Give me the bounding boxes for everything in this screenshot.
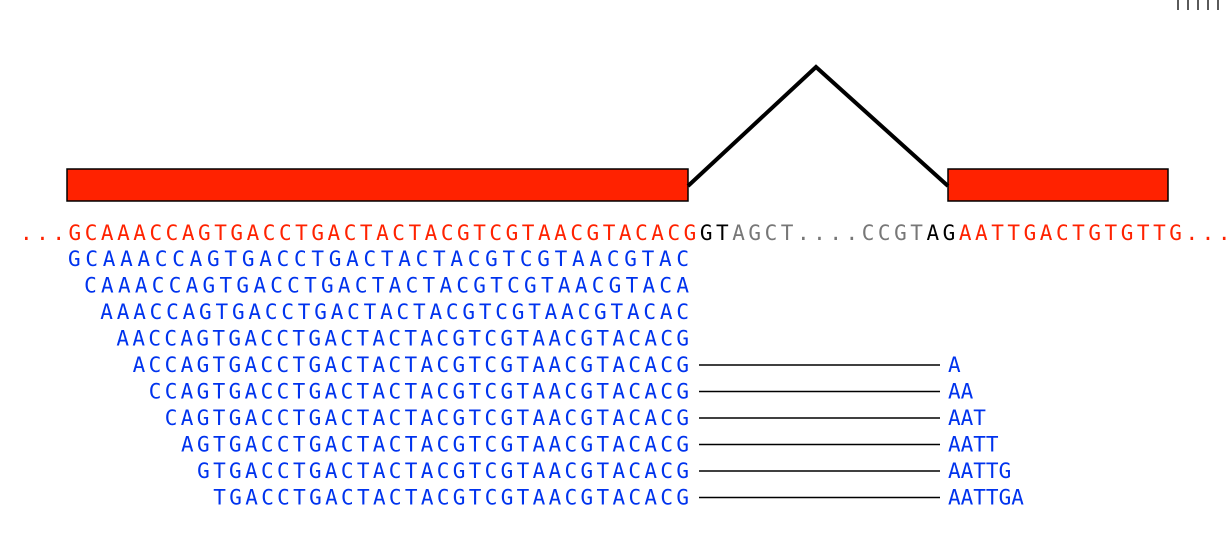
read-left-sequence: CAGTGACCTGACTACTACGTCGTAACGTACACG xyxy=(165,406,689,430)
read-left-sequence: AACCAGTGACCTGACTACTACGTCGTAACGTACACG xyxy=(116,327,689,351)
reference-segment-intron: AGCT....CCGT xyxy=(732,221,923,245)
reference-segment-splice: AG xyxy=(926,221,955,245)
intron-line xyxy=(686,64,950,188)
reference-segment-exon: ... xyxy=(1185,221,1230,245)
read-right-sequence: AATTGA xyxy=(948,486,1024,510)
read-right-sequence: AAT xyxy=(948,406,986,430)
read-left-sequence: AGTGACCTGACTACTACGTCGTAACGTACACG xyxy=(181,433,689,457)
read-left-sequence: GCAAACCAGTGACCTGACTACTACGTCGTAACGTAC xyxy=(68,247,689,271)
read-left-sequence: CCAGTGACCTGACTACTACGTCGTAACGTACACG xyxy=(149,380,689,404)
exon-2-box xyxy=(947,168,1169,202)
reference-segment-exon: GCAAACCAGTGACCTGACTACTACGTCGTAACGTACACG xyxy=(69,221,697,245)
read-alignments: GCAAACCAGTGACCTGACTACTACGTCGTAACGTAC CAAA… xyxy=(68,247,1024,510)
read-left-sequence: TGACCTGACTACTACGTCGTAACGTACACG xyxy=(213,486,689,510)
read-right-sequence: A xyxy=(948,353,961,377)
reference-segment-exon: ... xyxy=(20,221,65,245)
read-right-sequence: AATTG xyxy=(948,459,1011,483)
reference-sequence: ... GCAAACCAGTGACCTGACTACTACGTCGTAACGTACA… xyxy=(20,221,1230,245)
exon-1-box xyxy=(66,168,689,202)
reference-segment-exon: AATTGACTGTGTTG xyxy=(959,221,1182,245)
read-right-sequence: AATT xyxy=(948,433,999,457)
reference-segment-splice: GT xyxy=(700,221,729,245)
read-left-sequence: AAACCAGTGACCTGACTACTACGTCGTAACGTACAC xyxy=(100,300,689,324)
read-left-sequence: CAAACCAGTGACCTGACTACTACGTCGTAACGTACA xyxy=(84,274,689,298)
read-right-sequence: AA xyxy=(948,380,974,404)
cropped-corner-glyph xyxy=(1177,0,1219,10)
read-left-sequence: ACCAGTGACCTGACTACTACGTCGTAACGTACACG xyxy=(133,353,689,377)
read-left-sequence: GTGACCTGACTACTACGTCGTAACGTACACG xyxy=(197,459,689,483)
